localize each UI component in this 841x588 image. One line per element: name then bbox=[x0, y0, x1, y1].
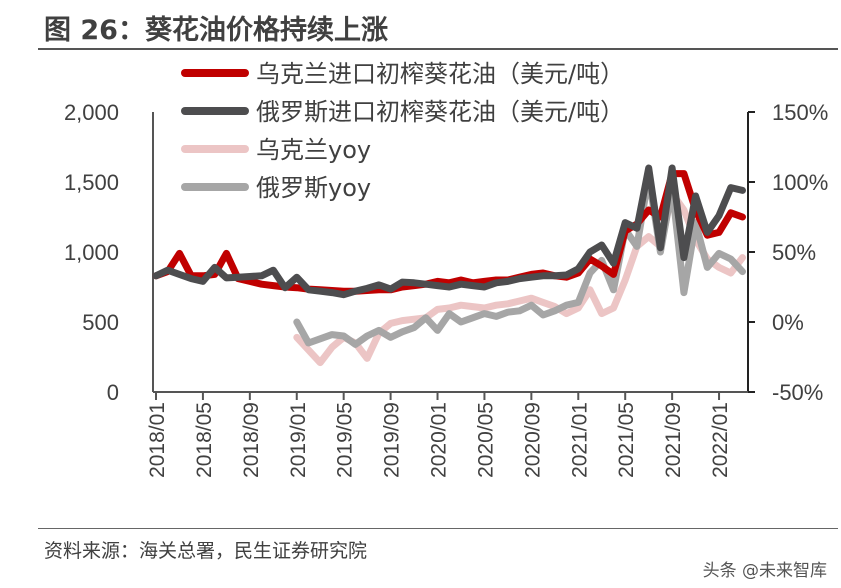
source-note: 资料来源：海关总署，民生证券研究院 bbox=[44, 540, 368, 562]
left-tick-label: 0 bbox=[107, 380, 119, 405]
right-tick-label: 0% bbox=[772, 310, 804, 335]
x-tick-label: 2018/05 bbox=[193, 402, 216, 478]
x-tick-label: 2021/09 bbox=[662, 402, 685, 478]
title-divider bbox=[38, 48, 838, 50]
right-tick-label: 100% bbox=[772, 170, 828, 195]
left-tick-label: 1,000 bbox=[64, 240, 119, 265]
x-tick-label: 2021/01 bbox=[568, 402, 591, 478]
x-tick-label: 2022/01 bbox=[709, 402, 732, 478]
chart-title: 图 26：葵花油价格持续上涨 bbox=[44, 15, 388, 46]
right-tick-label: -50% bbox=[772, 380, 823, 405]
x-tick-label: 2019/05 bbox=[334, 402, 357, 478]
legend-label: 俄罗斯yoy bbox=[256, 174, 371, 202]
legend-label: 乌克兰进口初榨葵花油（美元/吨） bbox=[256, 60, 624, 88]
left-tick-label: 500 bbox=[82, 310, 119, 335]
left-tick-label: 1,500 bbox=[64, 170, 119, 195]
x-tick-label: 2020/01 bbox=[428, 402, 451, 478]
right-tick-label: 50% bbox=[772, 240, 816, 265]
x-tick-label: 2020/09 bbox=[521, 402, 544, 478]
x-tick-label: 2019/09 bbox=[381, 402, 404, 478]
right-tick-label: 150% bbox=[772, 100, 828, 125]
x-tick-label: 2018/09 bbox=[240, 402, 263, 478]
series-line-0 bbox=[152, 170, 746, 295]
legend-label: 乌克兰yoy bbox=[256, 136, 371, 164]
x-tick-label: 2019/01 bbox=[287, 402, 310, 478]
x-tick-label: 2021/05 bbox=[615, 402, 638, 478]
legend-label: 俄罗斯进口初榨葵花油（美元/吨） bbox=[256, 98, 624, 126]
watermark: 头条 @未来智库 bbox=[702, 561, 827, 581]
series-line-1 bbox=[152, 164, 746, 299]
left-tick-label: 2,000 bbox=[64, 100, 119, 125]
x-tick-label: 2020/05 bbox=[474, 402, 497, 478]
source-divider bbox=[38, 528, 838, 529]
x-tick-label: 2018/01 bbox=[146, 402, 169, 478]
